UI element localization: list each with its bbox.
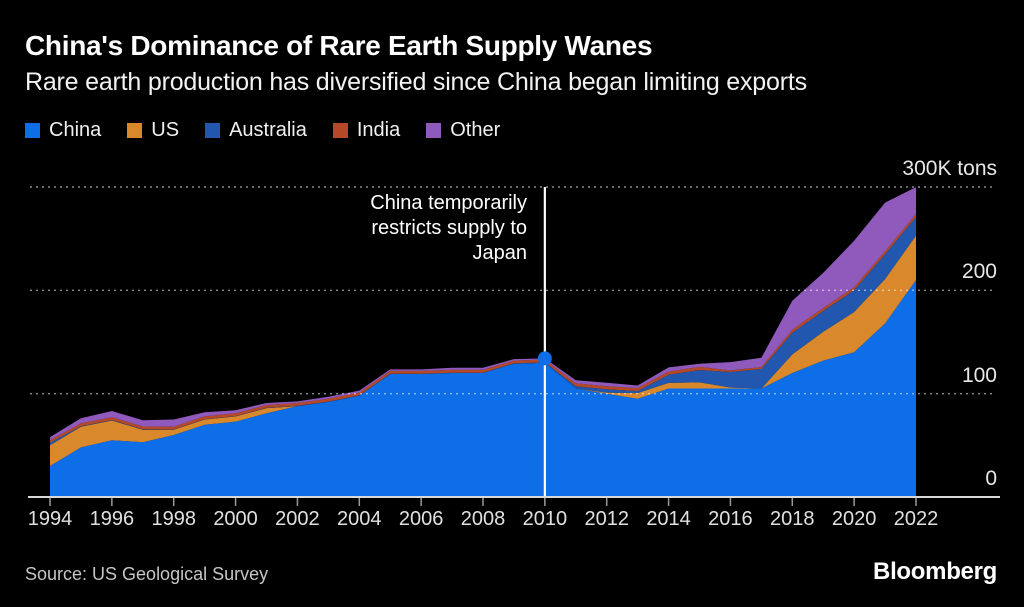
legend-label: US [151,119,180,141]
x-tick-label-2002: 2002 [275,508,320,530]
y-tick-label-0: 0 [985,467,997,490]
legend: China US Australia India Other [25,119,500,142]
chart-title: China's Dominance of Rare Earth Supply W… [25,30,653,61]
annotation-text: China temporarily restricts supply to Ja… [370,191,527,266]
bloomberg-logo: Bloomberg [873,558,997,585]
legend-label: Other [450,119,501,141]
x-tick-label-2010: 2010 [522,508,568,530]
x-tick-label-2016: 2016 [708,508,753,530]
x-tick-label-2014: 2014 [646,508,691,530]
legend-swatch-icon [205,123,221,138]
y-tick-label-300: 300K tons [902,157,997,180]
area-us [50,235,916,466]
annotation-line-1: China temporarily [370,192,527,214]
legend-item-us: US [127,119,179,142]
annotation-line-2: restricts supply to [371,217,527,239]
chart-subtitle: Rare earth production has diversified si… [25,68,807,96]
x-tick-label-2020: 2020 [831,508,877,530]
x-tick-label-2018: 2018 [770,508,815,530]
annotation-line-3: Japan [472,242,528,264]
legend-swatch-icon [426,123,442,138]
legend-item-china: China [25,119,101,142]
x-tick-label-2022: 2022 [893,508,939,530]
marker-dot-2010 [537,351,552,366]
legend-label: Australia [229,119,307,141]
x-tick-label-2000: 2000 [213,508,258,530]
legend-label: India [356,119,401,141]
x-tick-label-2004: 2004 [337,508,382,530]
x-tick-label-2008: 2008 [460,508,506,530]
x-tick-label-2012: 2012 [584,508,629,530]
legend-item-australia: Australia [205,119,307,142]
legend-swatch-icon [332,123,348,138]
x-tick-label-2006: 2006 [398,508,444,530]
legend-swatch-icon [25,123,40,138]
legend-item-other: Other [426,119,500,142]
y-tick-label-100: 100 [961,363,997,387]
x-tick-label-1998: 1998 [151,508,196,530]
x-tick-label-1996: 1996 [89,508,135,530]
legend-item-india: India [332,119,401,142]
legend-swatch-icon [127,123,143,138]
y-tick-label-200: 200 [961,260,997,284]
area-china [50,280,916,497]
legend-label: China [49,119,102,141]
x-tick-label-1994: 1994 [27,508,73,530]
source-label: Source: US Geological Survey [25,564,269,584]
